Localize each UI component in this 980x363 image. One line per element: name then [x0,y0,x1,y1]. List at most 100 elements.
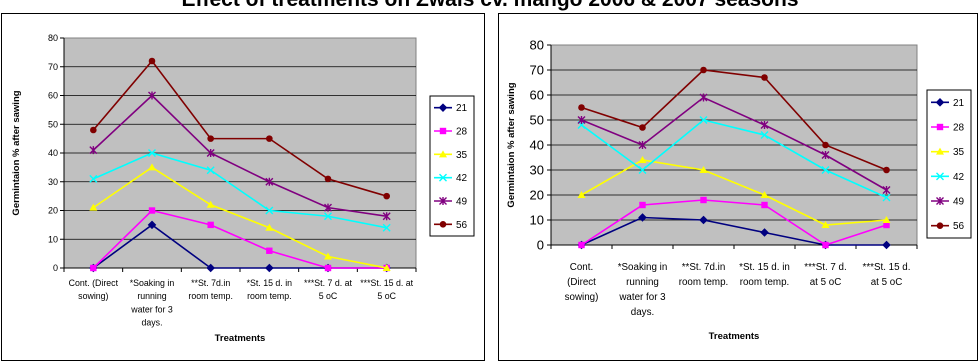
series-line-28 [581,199,887,246]
data-point-21 [760,228,769,237]
data-point-21 [147,220,157,230]
series-line-42 [581,119,887,199]
data-point-56 [578,104,585,111]
data-point-28 [883,221,890,229]
data-point-42 [206,166,215,175]
y-tick-label: 60 [48,91,58,101]
data-point-21 [638,213,647,222]
x-tick-label: *Soaking in running water for 3 days. [130,278,175,328]
data-point-49 [638,141,647,149]
x-axis-label: Treatments [215,333,266,344]
data-point-28 [148,207,156,214]
series-line-28 [92,209,387,269]
data-point-35 [148,163,156,171]
data-point-56 [266,135,273,142]
x-tick-label: ***St. 7 d. at 5 oC [304,278,352,301]
data-point-28 [822,241,829,249]
legend-marker-49 [439,197,447,205]
y-tick-label: 80 [48,33,58,43]
legend-marker-56 [439,221,447,228]
y-axis-label: Germintaion % after sawing [506,82,517,207]
data-point-56 [324,175,332,183]
series-line-49 [92,94,387,218]
series-line-56 [92,59,387,197]
data-point-21 [265,263,274,273]
x-tick-label: **St. 7d.in room temp. [188,278,233,301]
series-line-56 [581,69,887,171]
legend-marker-28 [936,123,944,131]
x-tick-label: *St. 15 d. in room temp. [247,278,293,301]
y-tick-label: 0 [537,238,544,253]
chart-panel-2007: 0 10 20 30 40 50 60 70 80 Cont. (Direct sowing) *Soa… [498,13,978,361]
data-point-56 [822,141,829,149]
y-tick-label: 80 [530,38,544,53]
data-point-49 [89,146,98,155]
data-point-28 [700,196,707,204]
y-tick-label: 50 [48,119,58,129]
data-point-28 [90,264,97,272]
data-point-56 [639,124,646,131]
legend-label-21: 21 [456,103,468,114]
series-line-42 [93,152,387,229]
data-point-56 [700,66,707,74]
data-point-42 [382,223,391,232]
data-point-49 [206,149,215,157]
data-point-21 [206,263,215,273]
data-point-28 [639,201,646,209]
data-point-49 [821,151,830,159]
data-point-35 [206,200,215,208]
data-point-49 [148,91,156,100]
data-point-42 [89,174,98,183]
data-point-21 [882,240,891,250]
legend-marker-35 [936,147,944,155]
data-point-28 [578,241,585,249]
y-tick-label: 40 [48,148,58,158]
data-point-42 [265,206,274,215]
data-point-49 [882,186,891,194]
data-point-49 [382,212,391,221]
data-point-49 [760,121,769,129]
legend-label-21: 21 [953,98,965,109]
data-point-35 [882,216,891,223]
data-point-42 [882,193,891,202]
legend-marker-21 [438,103,448,112]
x-tick-label: ***St. 15 d. at 5 oC [863,262,911,288]
x-tick-label: ***St. 7 d. at 5 oC [804,262,846,288]
page-title: Effect of treatments on Zwais cv. mango … [0,0,980,12]
data-point-56 [761,74,768,81]
x-tick-label: **St. 7d.in room temp. [679,262,729,288]
data-point-56 [90,126,97,134]
y-tick-label: 50 [530,113,544,128]
line-chart-right: 0 10 20 30 40 50 60 70 80 Cont. (Direct sowing) *Soa… [506,38,972,342]
data-point-49 [577,116,586,124]
y-axis-label: Germintaion % after sawing [11,90,22,215]
data-point-35 [577,191,586,198]
y-tick-label: 10 [530,213,544,228]
legend-marker-35 [439,150,447,158]
data-point-35 [89,203,98,211]
data-point-56 [883,166,890,174]
legend-label-28: 28 [456,127,468,138]
y-tick-label: 30 [530,163,544,178]
data-point-35 [638,156,647,163]
y-tick-label: 20 [530,188,544,203]
data-point-42 [324,212,332,221]
series-line-35 [581,159,887,226]
data-point-35 [382,264,391,271]
data-point-49 [324,203,332,212]
legend-label-42: 42 [953,172,965,183]
data-point-56 [207,135,214,142]
data-point-35 [324,252,332,260]
legend-label-35: 35 [456,150,468,161]
legend-marker-56 [936,222,944,229]
series-line-35 [92,166,387,269]
data-point-28 [207,221,214,229]
y-tick-label: 20 [48,206,58,216]
x-tick-label: *St. 15 d. in room temp. [739,262,790,288]
data-point-56 [383,192,390,200]
data-point-42 [638,166,647,174]
series-line-49 [581,96,887,191]
y-tick-label: 10 [48,234,58,244]
data-point-21 [699,215,708,225]
y-tick-label: 70 [530,63,544,78]
